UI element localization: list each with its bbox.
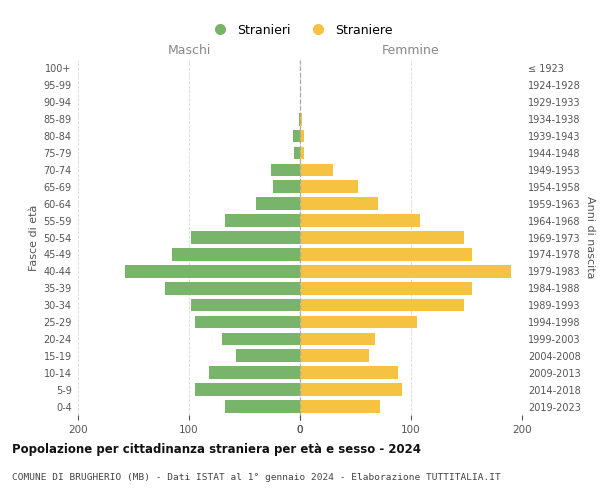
Bar xyxy=(191,231,300,244)
Text: COMUNE DI BRUGHERIO (MB) - Dati ISTAT al 1° gennaio 2024 - Elaborazione TUTTITAL: COMUNE DI BRUGHERIO (MB) - Dati ISTAT al… xyxy=(12,472,501,482)
Bar xyxy=(191,299,300,312)
Bar xyxy=(300,400,380,413)
Bar xyxy=(271,164,300,176)
Bar xyxy=(223,332,300,345)
Bar xyxy=(295,146,300,160)
Bar xyxy=(300,366,398,379)
Text: Femmine: Femmine xyxy=(382,44,440,58)
Bar xyxy=(300,164,334,176)
Bar xyxy=(300,384,402,396)
Bar xyxy=(125,265,300,278)
Bar xyxy=(274,180,300,193)
Bar xyxy=(172,248,300,260)
Bar xyxy=(299,113,300,126)
Y-axis label: Fasce di età: Fasce di età xyxy=(29,204,39,270)
Bar xyxy=(224,400,300,413)
Bar xyxy=(300,248,472,260)
Bar xyxy=(300,214,420,227)
Bar xyxy=(300,198,378,210)
Bar xyxy=(236,350,300,362)
Bar xyxy=(300,146,304,160)
Bar xyxy=(300,299,464,312)
Bar xyxy=(300,180,358,193)
Bar xyxy=(300,265,511,278)
Bar xyxy=(300,316,416,328)
Bar xyxy=(224,214,300,227)
Bar xyxy=(164,282,300,294)
Bar xyxy=(293,130,300,142)
Text: Popolazione per cittadinanza straniera per età e sesso - 2024: Popolazione per cittadinanza straniera p… xyxy=(12,442,421,456)
Y-axis label: Anni di nascita: Anni di nascita xyxy=(585,196,595,279)
Text: Maschi: Maschi xyxy=(167,44,211,58)
Bar xyxy=(209,366,300,379)
Bar xyxy=(300,282,472,294)
Bar xyxy=(300,231,464,244)
Bar xyxy=(300,130,304,142)
Bar xyxy=(300,332,376,345)
Bar xyxy=(194,316,300,328)
Bar xyxy=(300,350,369,362)
Bar xyxy=(256,198,300,210)
Legend: Stranieri, Straniere: Stranieri, Straniere xyxy=(202,18,398,42)
Bar xyxy=(300,113,302,126)
Bar xyxy=(194,384,300,396)
